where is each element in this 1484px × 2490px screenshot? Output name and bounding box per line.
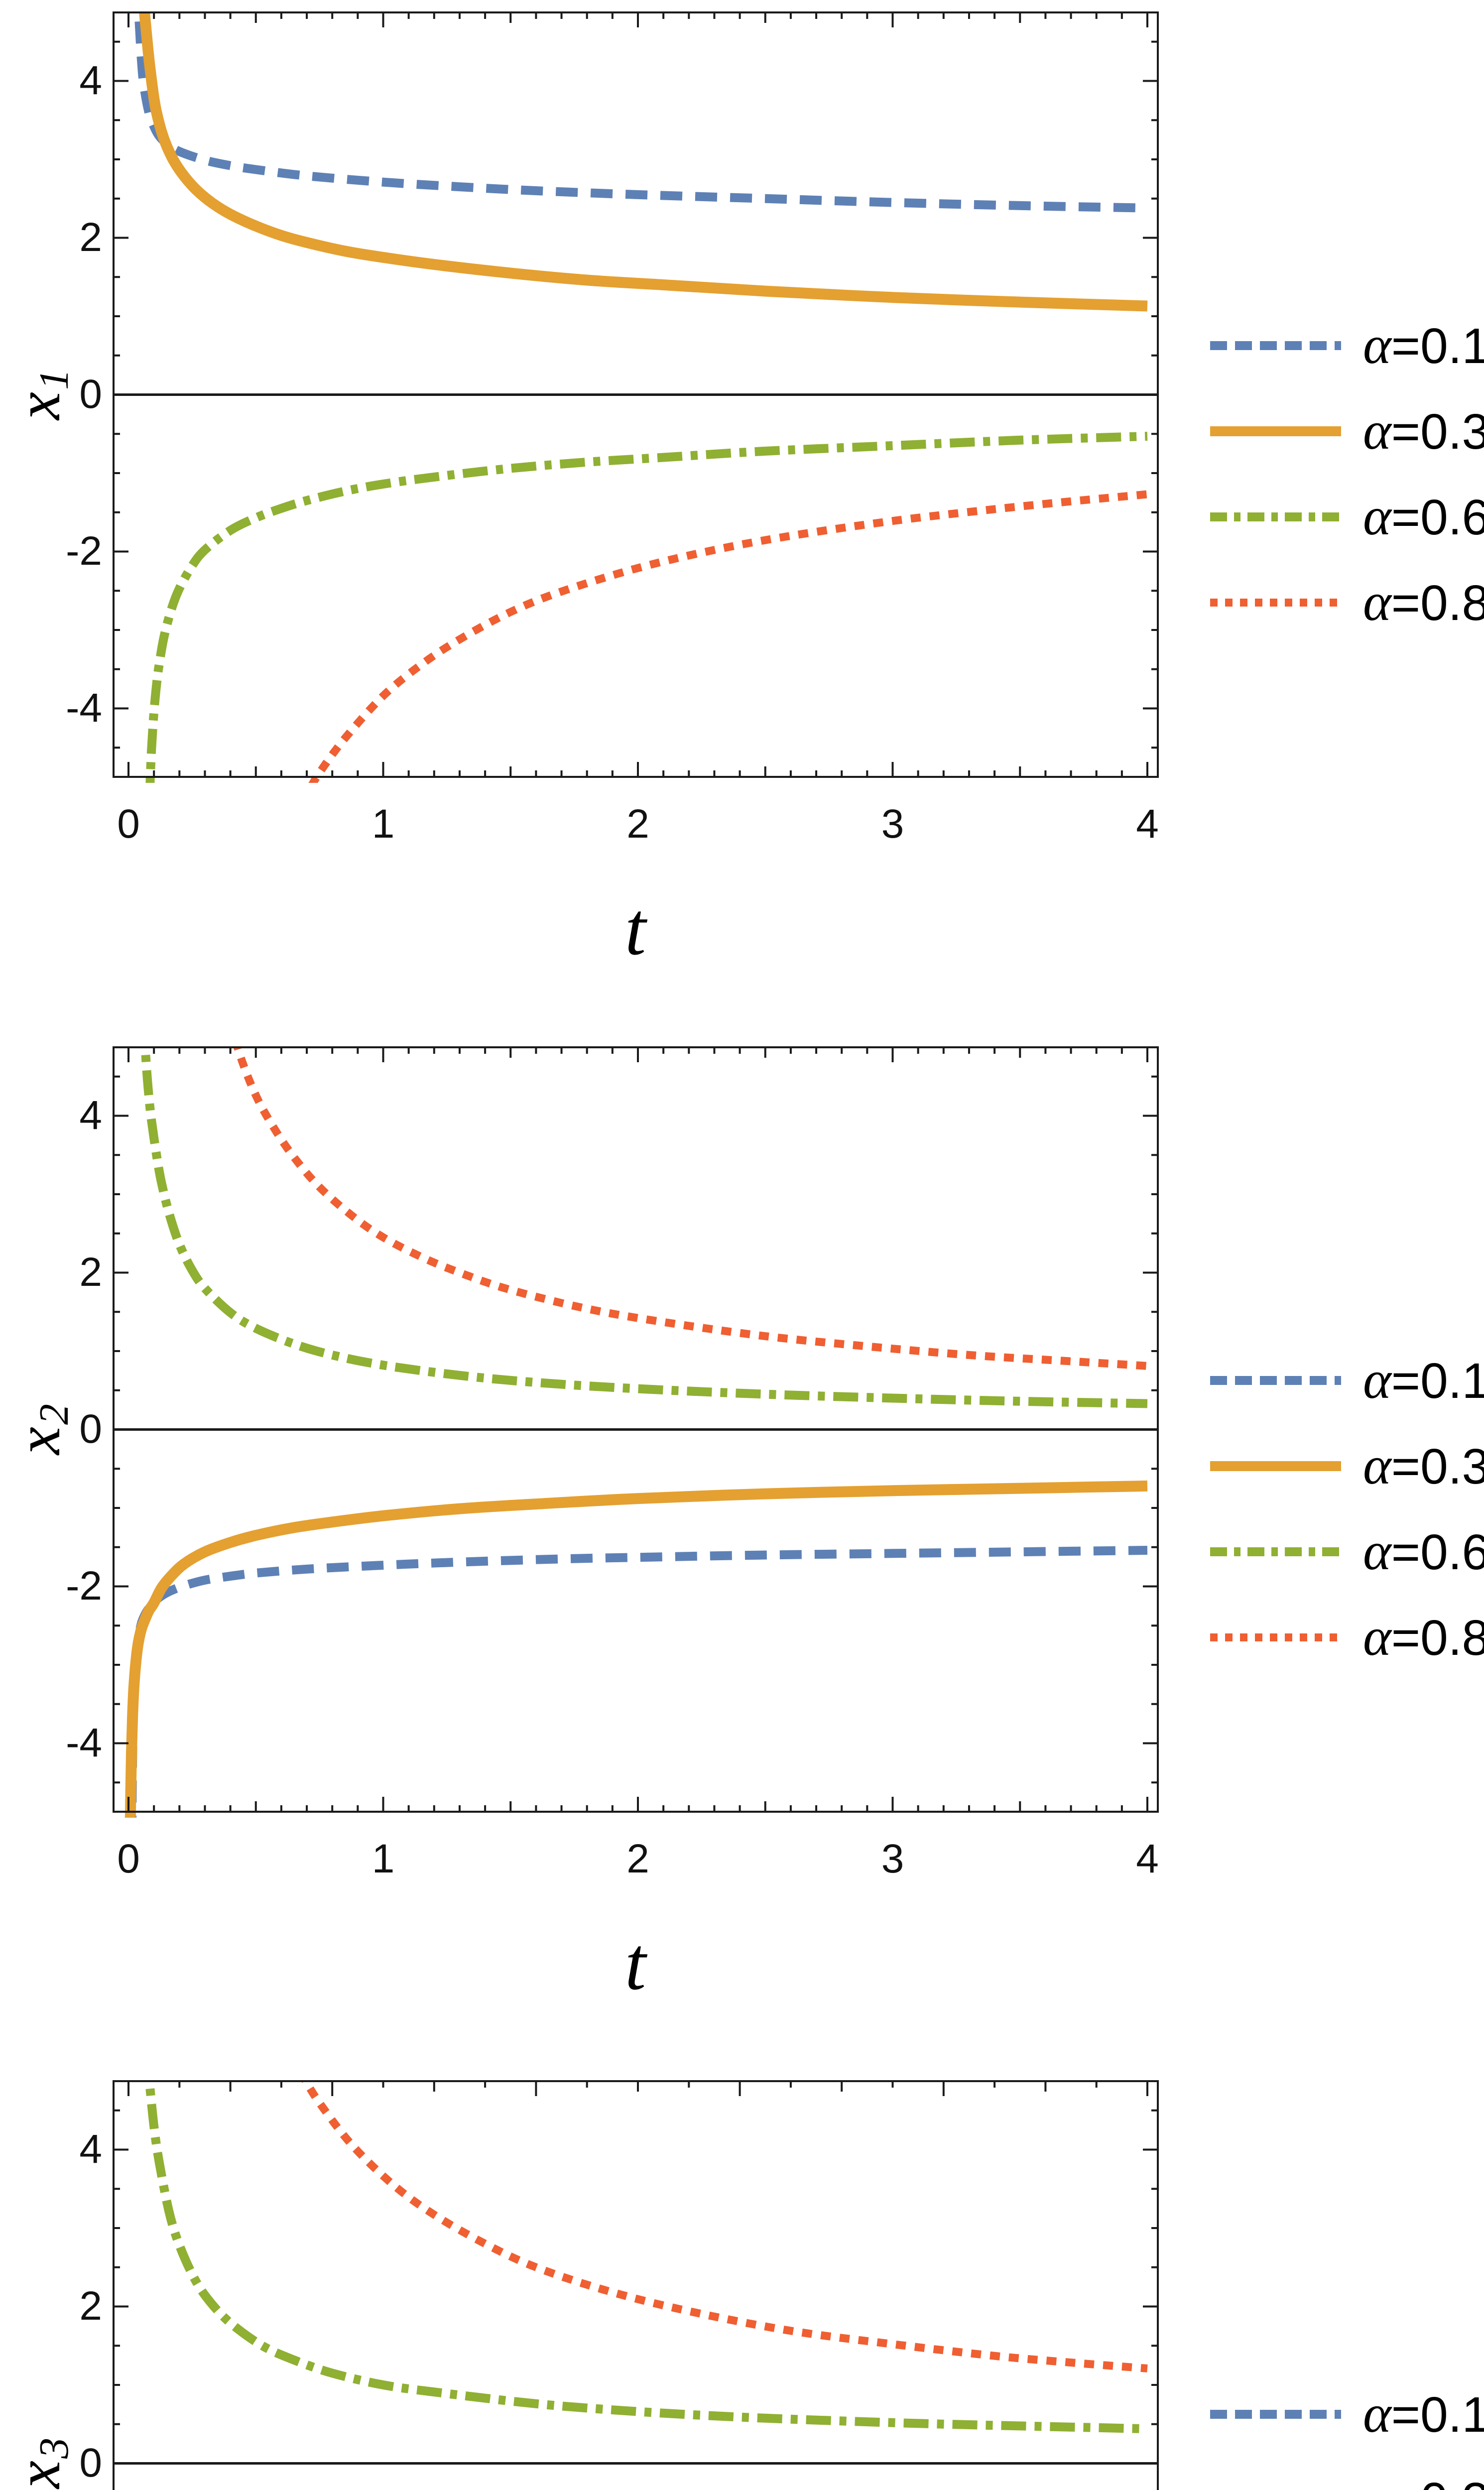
legend-label: α=0.3 (1363, 1436, 1484, 1495)
legend-line-sample-dotted-icon (1210, 599, 1341, 607)
legend-label: α=0.1 (1363, 1351, 1484, 1410)
y-tick-label: 2 (79, 215, 102, 260)
figure-x3: x3 t α=0.1 α=0.3 α=0.6 α=0.8 0.00.20.40.… (0, 2005, 1484, 2490)
legend-item-alpha-0.6: α=0.6 (1209, 474, 1484, 560)
legend-label: α=0.1 (1363, 2384, 1484, 2444)
legend-line-sample-dashdot-icon (1210, 512, 1341, 521)
x-tick-label: 0 (117, 1836, 140, 1881)
legend-x2: α=0.1 α=0.3 α=0.6 α=0.8 (1209, 1338, 1484, 1680)
y-tick-label: 2 (79, 1249, 102, 1295)
legend-x1: α=0.1 α=0.3 α=0.6 α=0.8 (1209, 303, 1484, 645)
tick-marks (114, 12, 1158, 777)
curve-alpha-0.8 (300, 2080, 1148, 2372)
legend-label: α=0.6 (1363, 1522, 1484, 1581)
x-axis-label-t: t (624, 887, 646, 971)
plot-canvas-x1 (113, 11, 1159, 783)
curve-alpha-0.1 (127, 1546, 1148, 1818)
y-tick-label: 2 (79, 2283, 102, 2329)
y-tick-label: -2 (66, 1563, 102, 1609)
x-tick-label: 1 (371, 1836, 395, 1881)
legend-item-alpha-0.1: α=0.1 (1209, 2371, 1484, 2457)
legend-item-alpha-0.1: α=0.1 (1209, 303, 1484, 388)
legend-item-alpha-0.6: α=0.6 (1209, 1509, 1484, 1595)
plot-canvas-x2 (113, 1046, 1159, 1818)
legend-line-sample-dashdot-icon (1210, 1547, 1341, 1556)
x-tick-label: 0 (117, 801, 140, 847)
curve-alpha-0.6 (144, 2080, 1148, 2434)
legend-label: α=0.6 (1363, 487, 1484, 546)
curve-alpha-0.3 (139, 11, 1148, 312)
curve-alpha-0.3 (124, 1480, 1148, 1818)
legend-line-sample-dotted-icon (1210, 1633, 1341, 1641)
curve-alpha-0.8 (308, 490, 1148, 783)
legend-label: α=0.8 (1363, 1608, 1484, 1667)
y-tick-label: -4 (66, 1720, 102, 1766)
x-tick-label: 2 (626, 1836, 649, 1881)
x-tick-label: 1 (371, 801, 395, 847)
curve-alpha-0.1 (134, 11, 1148, 213)
legend-item-alpha-0.3: α=0.3 (1209, 388, 1484, 474)
x-tick-label: 3 (881, 1836, 904, 1881)
curve-alpha-0.6 (145, 432, 1148, 783)
x-tick-label: 3 (881, 801, 904, 847)
tick-marks (114, 2081, 1158, 2465)
x-tick-label: 4 (1136, 1836, 1159, 1881)
y-tick-label: 4 (79, 2126, 102, 2172)
x-axis-label-t: t (624, 1922, 646, 2005)
legend-label: α=0.3 (1363, 2469, 1484, 2490)
legend-label: α=0.3 (1363, 401, 1484, 461)
legend-item-alpha-0.8: α=0.8 (1209, 1595, 1484, 1680)
legend-x3: α=0.1 α=0.3 α=0.6 α=0.8 (1209, 2371, 1484, 2490)
legend-line-sample-solid-icon (1210, 1461, 1341, 1471)
legend-item-alpha-0.3: α=0.3 (1209, 2457, 1484, 2490)
y-tick-label: 4 (79, 58, 102, 104)
legend-item-alpha-0.8: α=0.8 (1209, 560, 1484, 645)
y-tick-label: 4 (79, 1093, 102, 1138)
y-tick-label: 0 (79, 372, 102, 417)
curve-alpha-0.8 (233, 1046, 1148, 1370)
legend-label: α=0.8 (1363, 573, 1484, 632)
legend-line-sample-dashed-icon (1210, 341, 1341, 350)
legend-item-alpha-0.3: α=0.3 (1209, 1423, 1484, 1509)
tick-marks (114, 1047, 1158, 1812)
curve-alpha-0.6 (140, 1046, 1148, 1408)
legend-line-sample-solid-icon (1210, 426, 1341, 436)
y-tick-label: -2 (66, 528, 102, 574)
y-tick-label: -4 (66, 685, 102, 731)
y-tick-label: 0 (79, 1406, 102, 1452)
x-tick-label: 2 (626, 801, 649, 847)
legend-line-sample-dashed-icon (1210, 2410, 1341, 2419)
legend-label: α=0.1 (1363, 316, 1484, 375)
plot-canvas-x3 (113, 2080, 1159, 2490)
x-tick-label: 4 (1136, 801, 1159, 847)
legend-item-alpha-0.1: α=0.1 (1209, 1338, 1484, 1423)
y-tick-label: 0 (79, 2440, 102, 2486)
legend-line-sample-dashed-icon (1210, 1376, 1341, 1385)
